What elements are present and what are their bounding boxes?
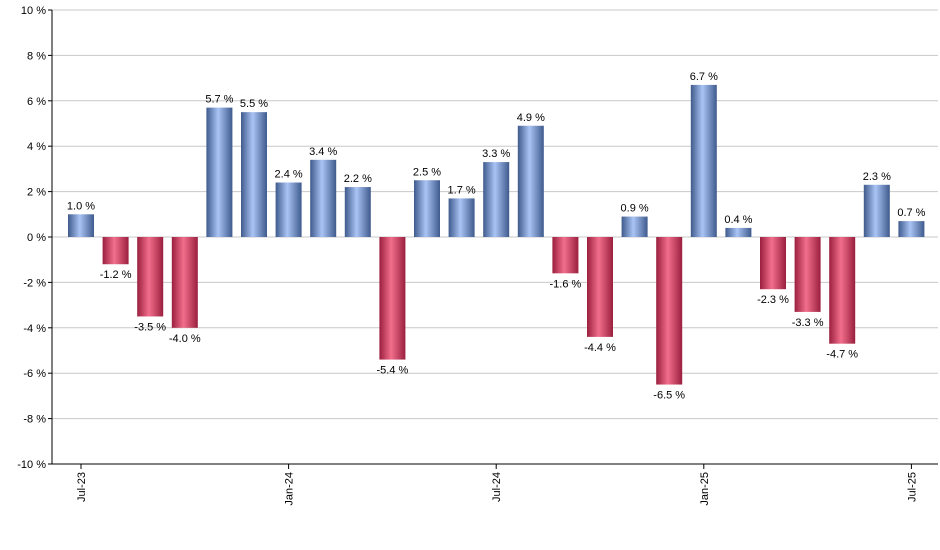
bar <box>829 237 856 344</box>
x-tick-label: Jul-24 <box>491 472 503 502</box>
bar <box>794 237 821 312</box>
bar-value-label: -4.7 % <box>826 349 858 361</box>
y-tick-label: 4 % <box>27 141 46 153</box>
bar-value-label: 2.3 % <box>863 171 891 183</box>
bar <box>587 237 613 337</box>
bar-value-label: 5.7 % <box>205 94 233 106</box>
bar-value-label: -6.5 % <box>653 390 685 402</box>
y-axis-tick-labels: 10 % 8 % 6 % 4 % 2 % 0 % -2 % -4 % -6 % -8 % -10 % <box>17 5 46 471</box>
bar-value-label: -2.3 % <box>757 294 789 306</box>
bar <box>621 216 648 237</box>
x-axis-tick-labels: Jul-23 Jan-24 Jul-24 Jan-25 Jul-25 <box>76 464 918 506</box>
bars <box>68 84 925 385</box>
bar <box>863 184 890 237</box>
bar-value-labels: 1.0 % -1.2 % -3.5 %-4.0 % 5.7 % 5.5 % 2.4 % 3.… <box>67 71 926 402</box>
bar-value-label: 5.5 % <box>240 98 268 110</box>
bar-value-label: 4.9 % <box>517 112 545 124</box>
bar <box>102 237 129 265</box>
bar <box>310 159 337 237</box>
bar <box>552 237 579 274</box>
y-tick-label: -10 % <box>17 459 46 471</box>
bar <box>379 237 406 360</box>
bar-value-label: -5.4 % <box>377 365 409 377</box>
y-tick-label: 6 % <box>27 96 46 108</box>
bar <box>68 214 94 237</box>
y-tick-label: -8 % <box>23 414 46 426</box>
bar <box>760 237 786 290</box>
bar <box>517 125 544 237</box>
bar <box>690 84 717 237</box>
bar-value-label: 6.7 % <box>690 71 718 83</box>
bar-value-label: 1.0 % <box>67 200 95 212</box>
y-tick-label: -6 % <box>23 368 46 380</box>
bar-value-label: 2.4 % <box>275 169 303 181</box>
y-tick-label: 8 % <box>27 50 46 62</box>
bar-value-label: 2.5 % <box>413 166 441 178</box>
bar-value-label: -3.5 % <box>134 321 166 333</box>
bar-value-label: -1.2 % <box>100 269 132 281</box>
bar-value-label: -4.0 % <box>169 333 201 345</box>
bar-value-label: -3.3 % <box>792 317 824 329</box>
bar-value-label: -1.6 % <box>550 278 582 290</box>
y-tick-label: 0 % <box>27 232 46 244</box>
bar <box>898 221 925 237</box>
bar-value-label: 0.4 % <box>724 214 752 226</box>
y-tick-label: -4 % <box>23 323 46 335</box>
bar <box>137 237 164 317</box>
y-tick-label: -2 % <box>23 277 46 289</box>
bar-value-label: 3.4 % <box>309 146 337 158</box>
bar <box>414 180 440 237</box>
x-tick-label: Jan-24 <box>284 472 296 506</box>
x-tick-label: Jul-23 <box>76 472 88 502</box>
bar <box>275 182 302 237</box>
bar-value-label: -4.4 % <box>584 342 616 354</box>
y-tick-label: 10 % <box>21 5 46 17</box>
bar-value-label: 3.3 % <box>482 148 510 160</box>
bar <box>206 107 233 237</box>
y-tick-label: 2 % <box>27 187 46 199</box>
bar-value-label: 2.2 % <box>344 173 372 185</box>
x-tick-label: Jul-25 <box>906 472 918 502</box>
bar-value-label: 0.9 % <box>621 203 649 215</box>
bar <box>448 198 475 237</box>
bar-value-label: 0.7 % <box>897 207 925 219</box>
axes <box>51 10 938 465</box>
bar-value-label: 1.7 % <box>448 184 476 196</box>
bar <box>171 237 198 328</box>
bar <box>241 112 267 237</box>
bar <box>344 187 371 237</box>
x-tick-label: Jan-25 <box>699 472 711 506</box>
bar <box>483 162 510 237</box>
bar <box>656 237 683 385</box>
bar <box>725 227 752 237</box>
